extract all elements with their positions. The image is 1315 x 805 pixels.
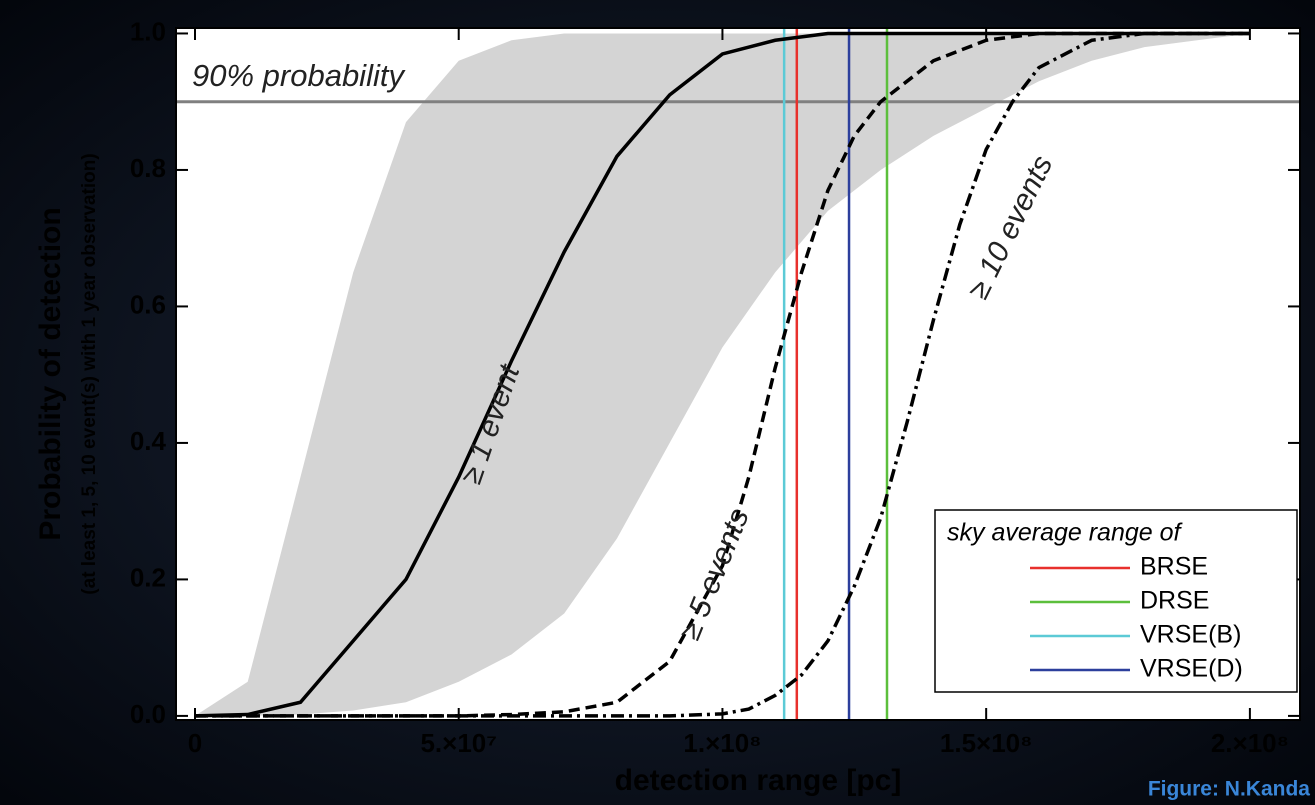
x-tick-label: 2.×10⁸ <box>1211 728 1289 758</box>
y-tick-label: 0.4 <box>130 426 167 456</box>
legend-label: VRSE(D) <box>1140 655 1243 683</box>
x-tick-label: 5.×10⁷ <box>420 728 497 758</box>
y-tick-label: 0.6 <box>130 289 166 319</box>
y-tick-label: 0.2 <box>130 562 166 592</box>
y-axis-sublabel: (at least 1, 5, 10 event(s) with 1 year … <box>79 153 100 594</box>
x-axis-label: detection range [pc] <box>615 764 902 797</box>
y-tick-label: 0.0 <box>130 699 166 729</box>
series-line <box>194 31 1250 718</box>
series-line <box>194 31 1250 718</box>
y-axis-label: Probability of detection <box>34 207 67 540</box>
threshold-label: 90% probability <box>192 58 406 93</box>
x-tick-label: 0 <box>188 728 202 758</box>
legend-label: DRSE <box>1140 587 1209 615</box>
legend-label: BRSE <box>1140 553 1208 581</box>
legend-label: VRSE(B) <box>1140 621 1241 649</box>
x-tick-label: 1.×10⁸ <box>683 728 761 758</box>
credit: Figure: N.Kanda <box>1148 778 1310 801</box>
y-tick-label: 1.0 <box>130 16 166 46</box>
plot-frame <box>175 27 1301 721</box>
confidence-band <box>194 33 1250 716</box>
legend-title: sky average range of <box>947 519 1184 547</box>
x-tick-label: 1.5×10⁸ <box>940 728 1033 758</box>
series-line <box>194 31 1250 718</box>
y-tick-label: 0.8 <box>130 153 166 183</box>
